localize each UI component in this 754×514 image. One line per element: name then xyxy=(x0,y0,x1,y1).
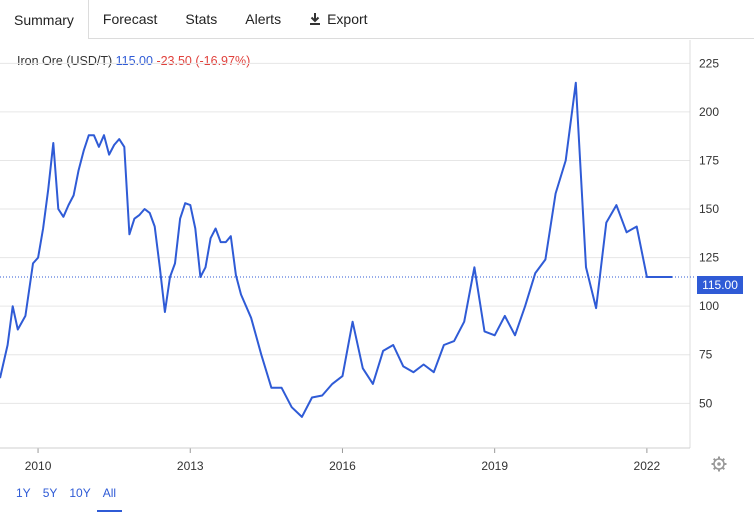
y-tick-label: 75 xyxy=(699,348,713,362)
tab-summary-label: Summary xyxy=(14,11,74,28)
y-tick-label: 200 xyxy=(699,105,719,119)
y-tick-label: 100 xyxy=(699,299,719,313)
tab-summary[interactable]: Summary xyxy=(0,0,89,39)
tab-export-label: Export xyxy=(327,11,368,27)
last-value-badge: 115.00 xyxy=(697,276,743,294)
x-tick-label: 2016 xyxy=(329,459,356,473)
y-tick-label: 50 xyxy=(699,396,713,410)
x-tick-label: 2022 xyxy=(634,459,661,473)
gear-icon[interactable] xyxy=(711,456,727,472)
x-tick-label: 2010 xyxy=(25,459,52,473)
x-tick-label: 2013 xyxy=(177,459,204,473)
price-series-line xyxy=(0,81,673,418)
last-price: 115.00 xyxy=(115,54,153,68)
download-icon xyxy=(309,12,321,26)
tab-alerts[interactable]: Alerts xyxy=(231,0,295,38)
range-5y[interactable]: 5Y xyxy=(42,486,58,500)
instrument-name: Iron Ore (USD/T) xyxy=(17,54,113,68)
quote-header: Iron Ore (USD/T) 115.00 -23.50 (-16.97%) xyxy=(17,54,250,68)
y-tick-label: 150 xyxy=(699,202,719,216)
tab-export[interactable]: Export xyxy=(295,0,381,38)
tab-bar: Summary Forecast Stats Alerts Export xyxy=(0,0,754,39)
tab-stats[interactable]: Stats xyxy=(171,0,231,38)
tab-alerts-label: Alerts xyxy=(245,11,282,27)
tab-forecast[interactable]: Forecast xyxy=(89,0,171,38)
tab-stats-label: Stats xyxy=(185,11,218,27)
price-chart[interactable]: 50 75 100 125 150 175 200 225 2010 2013 2016 2019 20… xyxy=(0,40,754,478)
y-tick-label: 125 xyxy=(699,251,719,265)
range-selector: 1Y 5Y 10Y All xyxy=(10,478,123,512)
range-1y[interactable]: 1Y xyxy=(16,486,31,500)
range-10y[interactable]: 10Y xyxy=(69,486,91,500)
y-tick-label: 175 xyxy=(699,153,719,167)
price-change: -23.50 (-16.97%) xyxy=(156,54,251,68)
tab-forecast-label: Forecast xyxy=(102,11,158,27)
range-all[interactable]: All xyxy=(96,478,123,512)
y-tick-label: 225 xyxy=(699,56,719,70)
x-tick-label: 2019 xyxy=(481,459,508,473)
